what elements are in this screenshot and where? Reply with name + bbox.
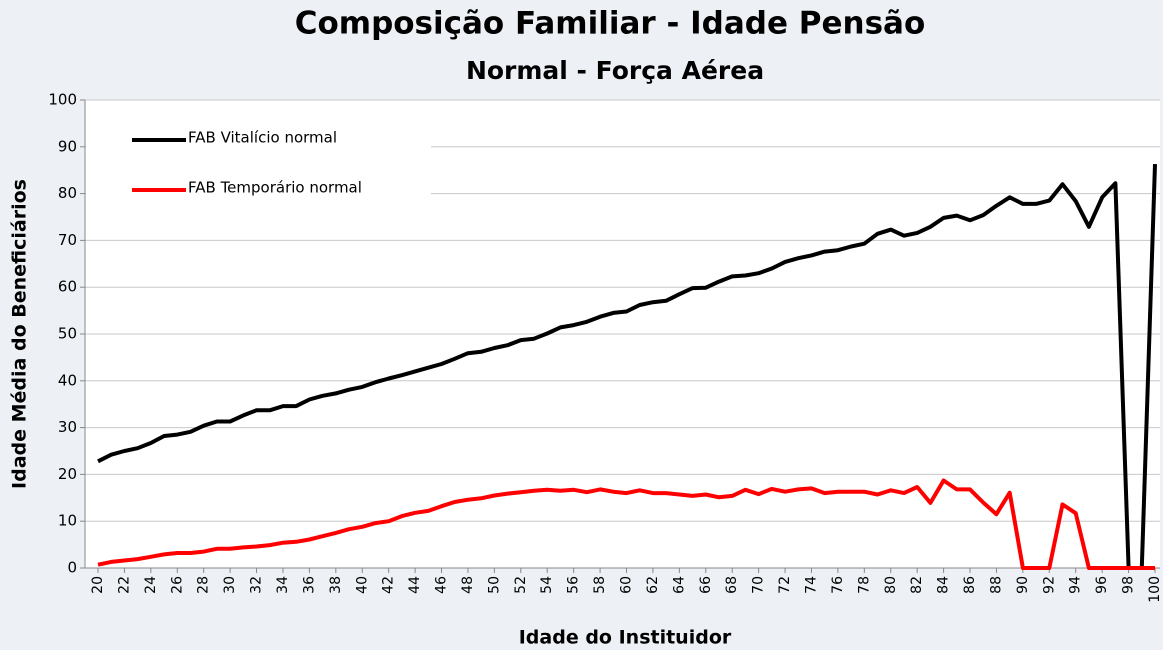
- x-tick-label: 72: [777, 576, 793, 594]
- y-tick-label: 100: [48, 91, 77, 109]
- x-tick-label: 28: [196, 576, 212, 594]
- x-tick-label: 60: [619, 576, 635, 594]
- x-tick-label: 20: [90, 576, 106, 594]
- x-tick-label: 32: [249, 576, 265, 594]
- legend-label: FAB Vitalício normal: [188, 129, 337, 147]
- y-tick-label: 90: [58, 137, 77, 155]
- x-tick-label: 62: [645, 576, 661, 594]
- x-tick-label: 84: [936, 576, 952, 594]
- x-tick-label: 78: [856, 576, 872, 594]
- x-tick-label: 46: [434, 576, 450, 594]
- x-tick-label: 42: [381, 576, 397, 594]
- y-tick-label: 80: [58, 184, 77, 202]
- x-tick-label: 50: [486, 576, 502, 594]
- x-tick-label: 76: [830, 576, 846, 594]
- x-tick-label: 74: [803, 576, 819, 594]
- y-tick-label: 60: [58, 278, 77, 296]
- x-tick-label: 64: [671, 576, 687, 594]
- x-tick-label: 68: [724, 576, 740, 594]
- y-tick-label: 70: [58, 231, 77, 249]
- series-line: [97, 164, 1157, 570]
- x-tick-label: 34: [275, 576, 291, 594]
- legend-box: [86, 112, 431, 212]
- series-line: [97, 478, 1155, 570]
- x-tick-label: 90: [1015, 576, 1031, 594]
- chart-title: Composição Familiar - Idade Pensão: [295, 6, 926, 42]
- x-axis-label: Idade do Instituidor: [519, 627, 732, 649]
- x-tick-label: 48: [460, 576, 476, 594]
- x-tick-label: 98: [1121, 576, 1137, 594]
- x-tick-label: 24: [143, 576, 159, 594]
- y-tick-label: 20: [58, 465, 77, 483]
- x-tick-label: 80: [883, 576, 899, 594]
- y-tick-label: 50: [58, 325, 77, 343]
- x-tick-label: 94: [1068, 576, 1084, 594]
- x-tick-label: 96: [1094, 576, 1110, 594]
- chart-title: Normal - Força Aérea: [466, 56, 764, 85]
- x-tick-label: 100: [1147, 576, 1163, 603]
- x-tick-label: 58: [592, 576, 608, 594]
- y-tick-label: 30: [58, 418, 77, 436]
- y-tick-label: 40: [58, 371, 77, 389]
- x-tick-label: 52: [513, 576, 529, 594]
- x-tick-label: 86: [962, 576, 978, 594]
- x-tick-label: 56: [566, 576, 582, 594]
- x-tick-label: 66: [698, 576, 714, 594]
- x-tick-label: 92: [1041, 576, 1057, 594]
- x-tick-label: 70: [751, 576, 767, 594]
- x-tick-label: 44: [407, 576, 423, 594]
- x-tick-label: 38: [328, 576, 344, 594]
- y-tick-label: 10: [58, 512, 77, 530]
- y-axis-label: Idade Média do Beneficiários: [9, 179, 31, 489]
- x-tick-label: 88: [988, 576, 1004, 594]
- x-tick-label: 54: [539, 576, 555, 594]
- legend-label: FAB Temporário normal: [188, 179, 362, 197]
- x-tick-label: 30: [222, 576, 238, 594]
- y-tick-label: 0: [67, 559, 77, 577]
- x-tick-label: 26: [169, 576, 185, 594]
- x-tick-label: 36: [301, 576, 317, 594]
- x-tick-label: 40: [354, 576, 370, 594]
- x-tick-label: 22: [116, 576, 132, 594]
- x-tick-label: 82: [909, 576, 925, 594]
